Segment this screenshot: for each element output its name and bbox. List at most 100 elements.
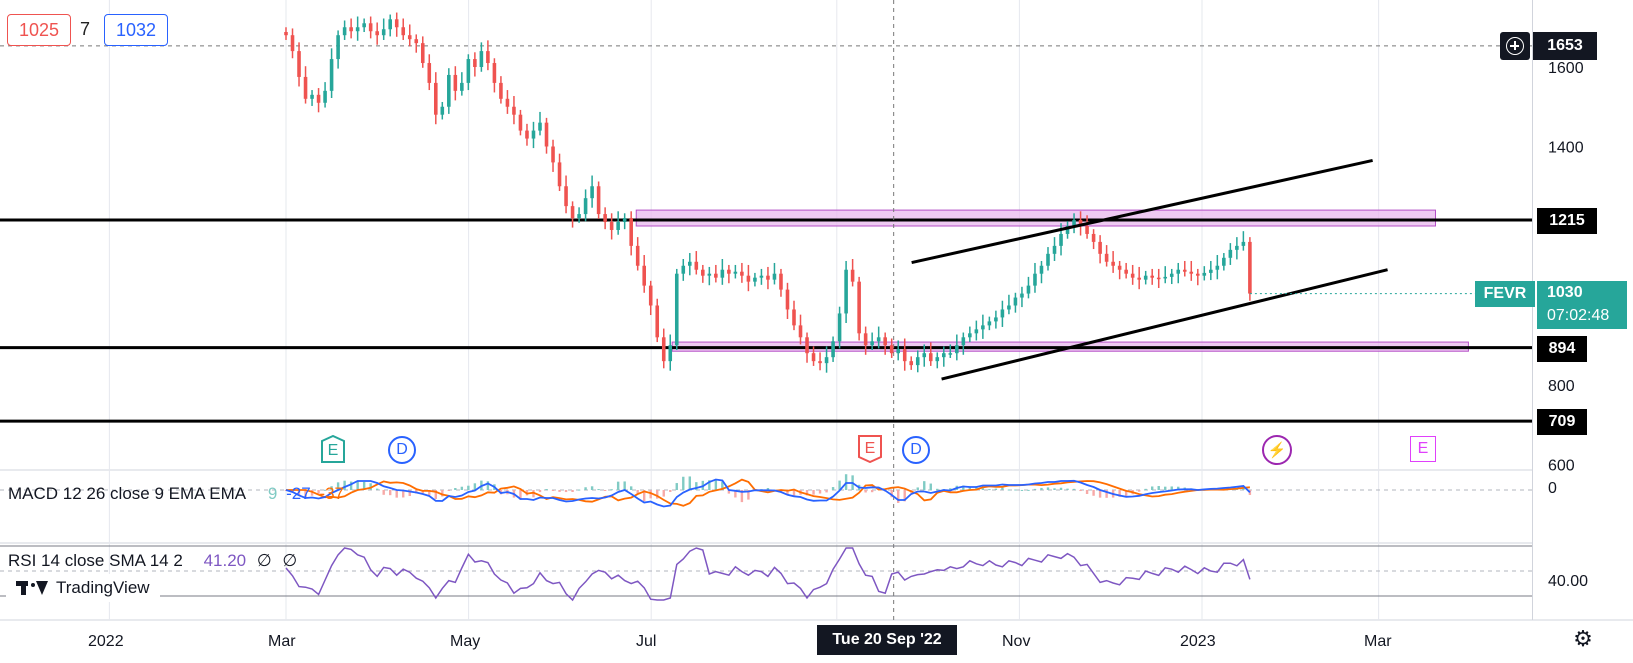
candle-body <box>902 349 907 362</box>
split-marker[interactable]: ⚡ <box>1262 435 1292 465</box>
rsi-value: 41.20 <box>203 551 247 570</box>
macd-histogram-bar <box>610 489 613 491</box>
candle-body <box>570 206 575 219</box>
macd-histogram-bar <box>695 482 698 490</box>
candle-body <box>1156 277 1161 280</box>
earnings-marker[interactable]: E <box>320 434 346 463</box>
symbol-badge[interactable]: FEVR <box>1475 281 1535 307</box>
macd-histogram-bar <box>714 479 718 490</box>
candle-body <box>388 19 392 30</box>
macd-histogram-bar <box>727 490 731 494</box>
bid-box[interactable]: 1025 <box>7 14 71 46</box>
candle-body <box>1052 245 1057 254</box>
candle-body <box>922 353 927 358</box>
candle-body <box>499 82 503 99</box>
rsi-title: RSI 14 close SMA 14 2 <box>8 551 183 570</box>
candle-body <box>518 114 523 131</box>
macd-histogram-bar <box>323 489 327 491</box>
macd-histogram-bar <box>805 490 809 496</box>
macd-histogram-bar <box>454 488 457 490</box>
candle-body <box>1033 273 1037 286</box>
macd-histogram-bar <box>825 490 828 493</box>
macd-histogram-bar <box>936 488 939 490</box>
candle-body <box>329 59 334 91</box>
macd-histogram-bar <box>1118 490 1121 497</box>
earnings-marker-red-letter: E <box>864 440 876 457</box>
candle-body <box>310 94 314 99</box>
candle-body <box>707 273 712 276</box>
macd-histogram-bar <box>291 490 294 492</box>
macd-histogram-bar <box>389 490 392 496</box>
tradingview-logo[interactable]: TradingView <box>6 574 160 602</box>
macd-histogram-bar <box>486 481 490 490</box>
candle-body <box>1202 272 1207 276</box>
candle-body <box>772 273 777 280</box>
macd-histogram-bar <box>1079 490 1082 492</box>
dividend-marker-2-letter: D <box>910 441 922 458</box>
candle-body <box>733 271 738 274</box>
macd-histogram-bar <box>551 490 555 491</box>
dividend-marker[interactable]: D <box>388 436 416 464</box>
candle-body <box>629 218 633 246</box>
macd-histogram-bar <box>441 490 444 497</box>
candle-body <box>1085 226 1089 234</box>
macd-histogram-bar <box>434 490 437 499</box>
macd-histogram-bar <box>577 489 581 491</box>
candle-body <box>420 43 425 64</box>
macd-histogram-bar <box>669 490 672 492</box>
candle-body <box>492 63 497 83</box>
candle-body <box>479 51 484 67</box>
rsi-legend[interactable]: RSI 14 close SMA 14 2 41.20 ∅ ∅ <box>8 551 297 571</box>
candle-body <box>779 273 783 290</box>
macd-histogram-bar <box>1020 489 1024 491</box>
macd-histogram-bar <box>1033 488 1037 490</box>
add-alert-button[interactable] <box>1500 32 1530 60</box>
candle-body <box>1182 269 1187 272</box>
spread-value: 7 <box>80 19 91 39</box>
macd-histogram-bar <box>962 485 965 490</box>
macd-histogram-bar <box>740 490 744 503</box>
dividend-marker-2[interactable]: D <box>902 436 930 464</box>
candle-body <box>1150 275 1154 278</box>
rsi-na-2: ∅ <box>282 551 298 570</box>
earnings-marker-red[interactable]: E <box>857 435 883 464</box>
candle-body <box>1065 226 1070 234</box>
candle-body <box>466 59 471 83</box>
macd-histogram-bar <box>949 488 952 490</box>
macd-histogram-bar <box>1137 490 1141 492</box>
channel-upper-line <box>911 158 1373 265</box>
macd-histogram-bar <box>1151 486 1154 490</box>
candle-body <box>290 35 295 52</box>
macd-histogram-bar <box>375 488 379 490</box>
candle-body <box>1000 309 1005 318</box>
candle-body <box>375 31 379 36</box>
macd-histogram-bar <box>779 490 783 492</box>
settings-gear-icon[interactable]: ⚙ <box>1573 626 1593 651</box>
macd-histogram-bar <box>838 480 841 490</box>
candle-body <box>837 313 842 342</box>
candle-body <box>974 329 979 334</box>
macd-histogram-bar <box>981 488 985 490</box>
crosshair-date-label: Tue 20 Sep '22 <box>817 625 957 655</box>
candle-body <box>987 321 992 326</box>
macd-legend[interactable]: MACD 12 26 close 9 EMA EMA 9 -27 -37 <box>8 484 344 504</box>
macd-histogram-bar <box>623 481 626 490</box>
candle-body <box>727 269 731 274</box>
ask-box[interactable]: 1032 <box>104 14 168 46</box>
earnings-marker-future[interactable]: E <box>1410 436 1436 462</box>
candle-body <box>805 337 809 354</box>
macd-histogram-bar <box>1053 488 1056 490</box>
candle-body <box>323 90 327 103</box>
candle-body <box>512 106 516 115</box>
candle-body <box>994 317 998 322</box>
candle-body <box>883 337 887 346</box>
candle-body <box>486 51 490 64</box>
macd-histogram-bar <box>402 490 405 498</box>
macd-histogram-bar <box>1072 488 1076 490</box>
candle-body <box>955 345 959 354</box>
candle-body <box>1020 293 1024 298</box>
candle-body <box>284 32 288 36</box>
macd-histogram-bar <box>1014 489 1017 491</box>
